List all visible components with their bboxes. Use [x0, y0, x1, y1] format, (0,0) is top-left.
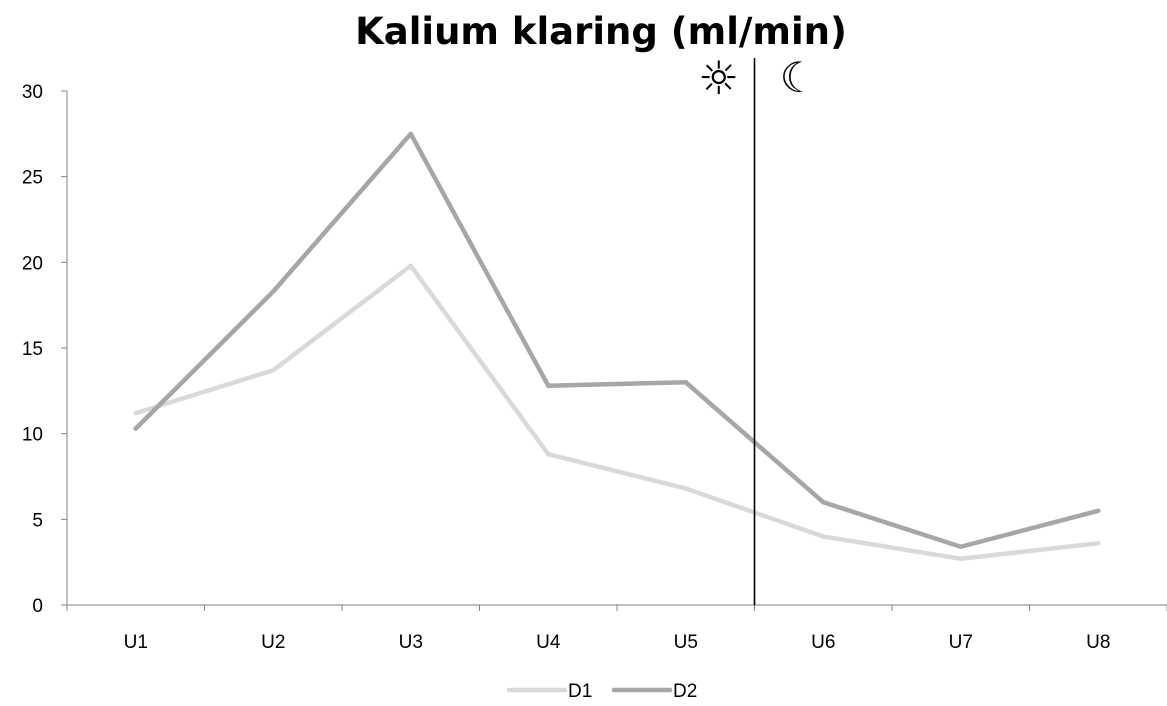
x-tick-label: U5 [674, 632, 698, 653]
data-point [546, 383, 551, 388]
data-point [683, 486, 688, 491]
data-point [821, 500, 826, 505]
data-point [133, 426, 138, 431]
series-layer [133, 131, 1101, 561]
data-point [546, 452, 551, 457]
moon-icon: ☾ [780, 53, 818, 102]
data-point [683, 380, 688, 385]
x-tick-label: U1 [124, 632, 148, 653]
x-tick-label: U3 [399, 632, 423, 653]
y-tick-label: 5 [32, 510, 43, 531]
y-tick-label: 25 [22, 168, 43, 189]
series-d1 [133, 263, 1101, 561]
legend-item-d2: D2 [611, 681, 697, 702]
data-point [1096, 541, 1101, 546]
y-tick-label: 20 [22, 253, 43, 274]
legend: D1 D2 [506, 681, 697, 702]
x-tick-label: U6 [811, 632, 835, 653]
y-axis: 0 5 10 15 20 25 30 [22, 82, 68, 617]
legend-label: D2 [673, 681, 697, 702]
legend-label: D1 [568, 681, 592, 702]
data-point [271, 289, 276, 294]
x-tick-label: U4 [536, 632, 561, 653]
data-point [271, 368, 276, 373]
x-tick-label: U8 [1086, 632, 1110, 653]
series-line-d1 [133, 263, 1101, 561]
x-tick-label: U2 [261, 632, 285, 653]
data-point [408, 131, 413, 137]
data-point [958, 556, 963, 561]
y-tick-label: 15 [22, 339, 43, 360]
x-axis: U1 U2 U3 U4 U5 U6 U7 U8 [66, 604, 1167, 653]
annotation-layer: ☼ ☾ [698, 51, 817, 605]
chart-title: Kalium klaring (ml/min) [355, 10, 847, 53]
data-point [958, 544, 963, 549]
sun-icon: ☼ [698, 51, 739, 105]
data-point [133, 410, 138, 416]
y-tick-label: 10 [22, 425, 43, 446]
data-point [821, 534, 826, 539]
series-d2 [133, 131, 1101, 549]
y-tick-label: 0 [32, 596, 43, 617]
data-point [1096, 508, 1101, 513]
y-tick-label: 30 [22, 82, 43, 103]
legend-item-d1: D1 [506, 681, 592, 702]
x-tick-label: U7 [949, 632, 973, 653]
series-line-d2 [133, 131, 1101, 549]
data-point [408, 263, 413, 268]
